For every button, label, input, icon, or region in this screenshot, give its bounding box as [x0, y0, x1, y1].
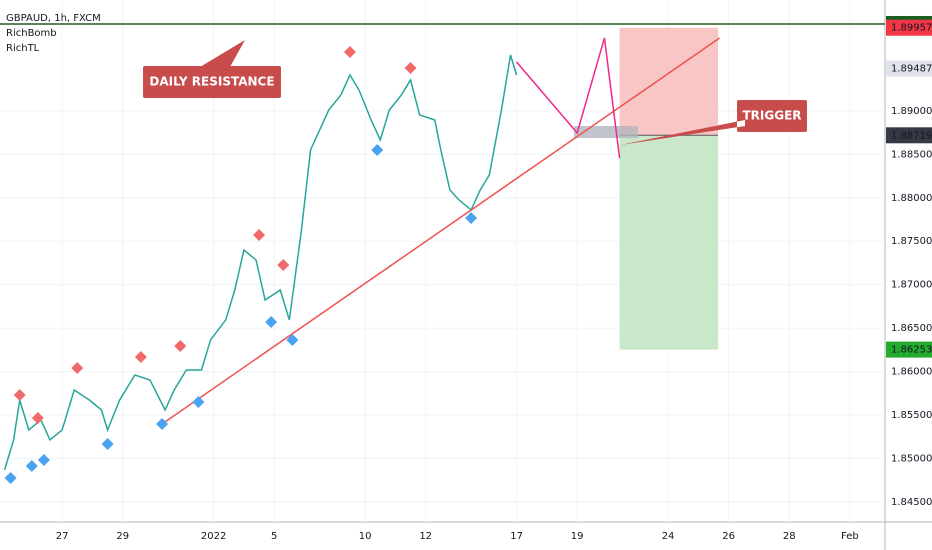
price-label: 1.89487	[891, 64, 932, 75]
chart-title: GBPAUD, 1h, FXCM	[6, 13, 101, 24]
x-tick-label: 27	[56, 531, 69, 542]
signal-marker	[253, 228, 266, 241]
price-label: 1.86253	[891, 345, 932, 356]
signal-marker	[404, 61, 417, 74]
price-label-box	[886, 127, 932, 144]
signal-marker	[265, 315, 278, 328]
x-tick-label: 5	[271, 531, 277, 542]
trigger-zone	[574, 126, 638, 138]
annotation: DAILY RESISTANCE	[149, 75, 274, 89]
target-zone	[619, 135, 719, 350]
callout	[620, 100, 807, 145]
trendline	[161, 37, 721, 425]
y-tick-label: 1.85500	[891, 410, 932, 421]
y-tick-label: 1.86000	[891, 367, 932, 378]
projection	[516, 37, 621, 159]
x-tick-label: Feb	[841, 531, 859, 542]
x-tick-label: 10	[359, 531, 372, 542]
signal-marker	[13, 388, 26, 401]
indicator-label: RichTL	[6, 43, 40, 54]
price-label: 1.89957	[891, 23, 932, 34]
x-tick-label: 19	[571, 531, 584, 542]
x-tick-label: 29	[116, 531, 129, 542]
y-tick-label: 1.88500	[891, 149, 932, 160]
signal-marker	[71, 362, 84, 375]
signal-marker	[156, 417, 169, 430]
signal-marker	[174, 339, 187, 352]
signal-marker	[277, 258, 290, 271]
y-tick-label: 1.87500	[891, 236, 932, 247]
price-label: 1.88719	[891, 130, 932, 141]
y-tick-label: 1.86500	[891, 323, 932, 334]
x-tick-label: 28	[783, 531, 796, 542]
signal-marker	[31, 411, 44, 424]
x-tick-label: 2022	[201, 531, 226, 542]
stop-zone	[619, 27, 719, 136]
y-tick-label: 1.84500	[891, 497, 932, 508]
signal-marker	[101, 437, 114, 450]
plot	[0, 0, 885, 522]
indicator-label: RichBomb	[6, 28, 57, 39]
signal-marker	[25, 459, 38, 472]
signal-marker	[37, 453, 50, 466]
price-label-box	[886, 19, 932, 36]
y-tick-label: 1.89000	[891, 106, 932, 117]
price-line	[3, 54, 518, 471]
x-tick-label: 24	[662, 531, 675, 542]
signal-marker	[286, 333, 299, 346]
y-tick-label: 1.87000	[891, 280, 932, 291]
y-tick-label: 1.88000	[891, 193, 932, 204]
signal-marker	[192, 395, 205, 408]
signal-marker	[343, 45, 356, 58]
signal-marker	[465, 211, 478, 224]
signal-marker	[371, 143, 384, 156]
y-tick-label: 1.85000	[891, 453, 932, 464]
x-tick-label: 26	[722, 531, 735, 542]
price-label-box	[886, 341, 932, 358]
x-tick-label: 17	[510, 531, 523, 542]
signal-marker	[4, 471, 17, 484]
signal-marker	[134, 350, 147, 363]
annotation: TRIGGER	[742, 109, 801, 123]
callout	[143, 40, 281, 98]
x-tick-label: 12	[419, 531, 432, 542]
price-label-box	[886, 60, 932, 77]
